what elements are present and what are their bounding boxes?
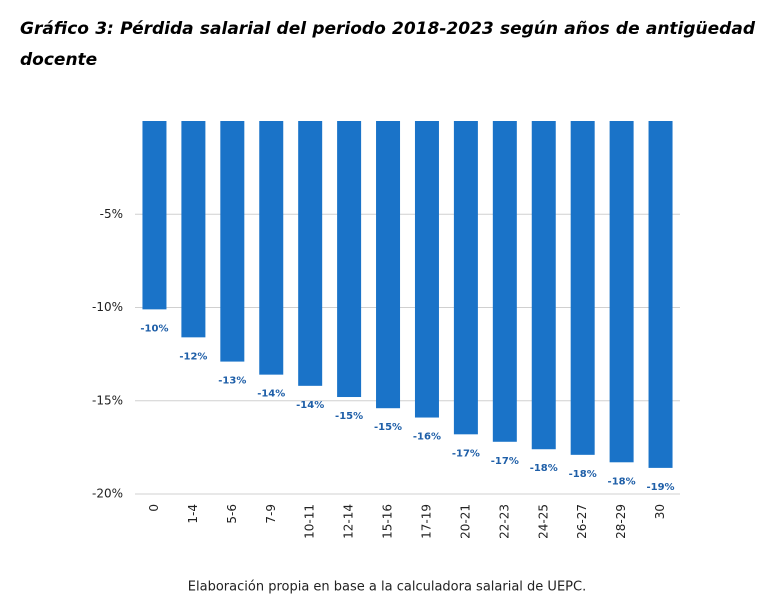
y-tick-label: -15%	[92, 393, 123, 407]
x-tick-label: 26-27	[575, 504, 589, 539]
bar	[414, 121, 439, 418]
x-tick-label: 17-19	[419, 504, 433, 539]
chart-title: Gráfico 3: Pérdida salarial del periodo …	[20, 19, 755, 70]
bar	[453, 121, 478, 435]
y-tick-label: -10%	[92, 300, 123, 314]
bar	[181, 121, 206, 338]
bar	[570, 121, 595, 455]
bar	[648, 121, 673, 468]
value-label: -12%	[179, 351, 207, 362]
value-label: -17%	[491, 456, 519, 467]
x-tick-label: 1-4	[186, 504, 200, 524]
x-tick-label: 22-23	[497, 504, 511, 539]
x-tick-label: 20-21	[458, 504, 472, 539]
bar	[337, 121, 362, 398]
bar	[376, 121, 401, 409]
bar	[220, 121, 245, 362]
x-tick-label: 24-25	[536, 504, 550, 539]
x-tick-label: 12-14	[342, 504, 356, 539]
value-label: -18%	[530, 463, 558, 474]
value-label: -15%	[335, 411, 363, 422]
value-label: -14%	[296, 400, 324, 411]
value-label: -18%	[608, 476, 636, 487]
bar	[259, 121, 284, 375]
x-tick-label: 0	[147, 504, 161, 512]
bar	[492, 121, 517, 442]
x-tick-label: 10-11	[303, 504, 317, 539]
value-label: -10%	[140, 323, 168, 334]
value-label: -19%	[646, 482, 674, 493]
bar	[609, 121, 634, 463]
y-tick-label: -20%	[92, 487, 123, 501]
value-label: -14%	[257, 389, 285, 400]
x-tick-label: 28-29	[614, 504, 628, 539]
value-label: -18%	[569, 469, 597, 480]
bar	[531, 121, 556, 450]
value-label: -17%	[452, 448, 480, 459]
x-tick-label: 7-9	[264, 504, 278, 524]
x-tick-label: 30	[653, 504, 667, 519]
value-label: -13%	[218, 376, 246, 387]
x-tick-label: 5-6	[225, 504, 239, 524]
bar	[142, 121, 167, 310]
value-label: -15%	[374, 422, 402, 433]
source-note: Elaboración propia en base a la calculad…	[188, 580, 586, 595]
x-tick-label: 15-16	[381, 504, 395, 539]
y-tick-label: -5%	[100, 207, 123, 221]
bar	[298, 121, 323, 386]
value-label: -16%	[413, 432, 441, 443]
